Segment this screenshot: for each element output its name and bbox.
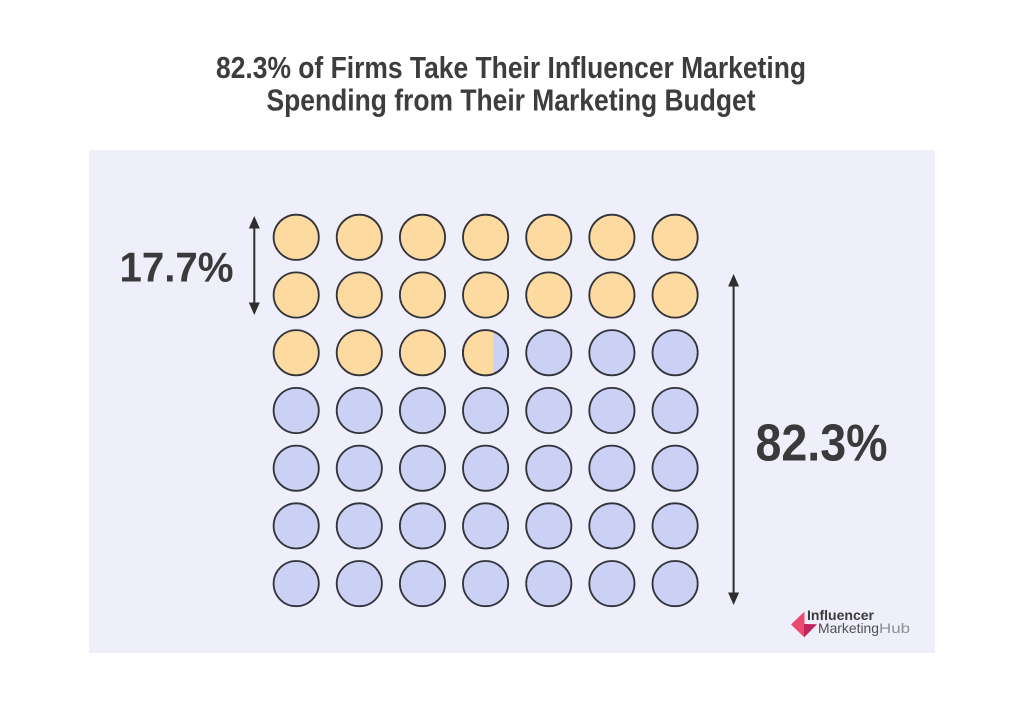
svg-text:17.7%: 17.7% [120,244,234,291]
svg-text:82.3% of Firms Take Their Infl: 82.3% of Firms Take Their Influencer Mar… [216,50,806,85]
svg-text:82.3%: 82.3% [756,414,888,472]
svg-text:Hub: Hub [879,621,910,636]
svg-text:Influencer: Influencer [807,608,875,623]
svg-text:Influencer: Influencer [807,608,875,623]
svg-text:Marketing: Marketing [818,621,879,636]
svg-text:Spending from Their Marketing: Spending from Their Marketing Budget [267,83,756,118]
